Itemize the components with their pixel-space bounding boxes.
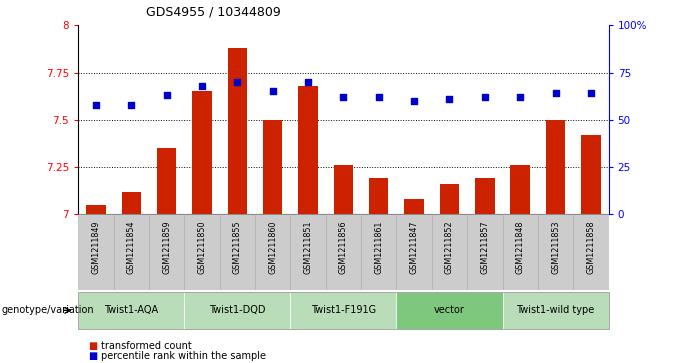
Text: GSM1211854: GSM1211854 <box>126 220 136 274</box>
Text: GSM1211849: GSM1211849 <box>91 220 101 274</box>
Bar <box>511 165 530 214</box>
Bar <box>122 192 141 214</box>
Bar <box>334 165 353 214</box>
Text: GSM1211857: GSM1211857 <box>480 220 490 274</box>
Text: GSM1211856: GSM1211856 <box>339 220 348 274</box>
Text: Twist1-F191G: Twist1-F191G <box>311 305 376 315</box>
Point <box>444 96 455 102</box>
Bar <box>228 48 247 214</box>
Bar <box>440 184 459 214</box>
Bar <box>432 214 467 290</box>
Point <box>267 89 278 94</box>
Text: GSM1211858: GSM1211858 <box>586 220 596 274</box>
Text: genotype/variation: genotype/variation <box>1 305 94 315</box>
Bar <box>467 214 503 290</box>
Bar <box>192 91 211 214</box>
Bar <box>581 135 600 214</box>
Text: GSM1211850: GSM1211850 <box>197 220 207 274</box>
Bar <box>299 86 318 214</box>
Text: GSM1211859: GSM1211859 <box>162 220 171 274</box>
Bar <box>503 214 538 290</box>
Point <box>515 94 526 100</box>
Bar <box>475 178 494 214</box>
Bar <box>157 148 176 214</box>
Point <box>303 79 313 85</box>
Text: GDS4955 / 10344809: GDS4955 / 10344809 <box>146 5 281 18</box>
Text: GSM1211855: GSM1211855 <box>233 220 242 274</box>
Text: GSM1211853: GSM1211853 <box>551 220 560 274</box>
Point <box>409 98 420 104</box>
Bar <box>255 214 290 290</box>
Bar <box>149 214 184 290</box>
Point <box>232 79 243 85</box>
Bar <box>361 214 396 290</box>
Bar <box>546 120 565 214</box>
Text: GSM1211860: GSM1211860 <box>268 220 277 274</box>
Point <box>197 83 207 89</box>
Point <box>585 90 596 96</box>
Bar <box>114 214 149 290</box>
Bar <box>405 199 424 214</box>
Text: GSM1211847: GSM1211847 <box>409 220 419 274</box>
Bar <box>290 214 326 290</box>
Text: GSM1211852: GSM1211852 <box>445 220 454 274</box>
Bar <box>369 178 388 214</box>
Text: Twist1-DQD: Twist1-DQD <box>209 305 266 315</box>
Text: GSM1211848: GSM1211848 <box>515 220 525 274</box>
Bar <box>573 214 609 290</box>
Text: GSM1211861: GSM1211861 <box>374 220 384 274</box>
Point <box>550 90 561 96</box>
Point <box>161 92 172 98</box>
Bar <box>263 120 282 214</box>
Bar <box>538 214 573 290</box>
Point <box>126 102 137 107</box>
Bar <box>326 214 361 290</box>
Text: percentile rank within the sample: percentile rank within the sample <box>101 351 266 362</box>
Point <box>90 102 101 107</box>
Bar <box>396 214 432 290</box>
Bar <box>78 214 114 290</box>
Point <box>373 94 384 100</box>
Bar <box>184 214 220 290</box>
Point <box>479 94 490 100</box>
Text: ■: ■ <box>88 340 98 351</box>
Text: Twist1-wild type: Twist1-wild type <box>516 305 595 315</box>
Text: ■: ■ <box>88 351 98 362</box>
Bar <box>220 214 255 290</box>
Text: GSM1211851: GSM1211851 <box>303 220 313 274</box>
Point <box>338 94 349 100</box>
Text: transformed count: transformed count <box>101 340 191 351</box>
Bar <box>86 205 105 214</box>
Text: Twist1-AQA: Twist1-AQA <box>104 305 158 315</box>
Text: vector: vector <box>434 305 465 315</box>
